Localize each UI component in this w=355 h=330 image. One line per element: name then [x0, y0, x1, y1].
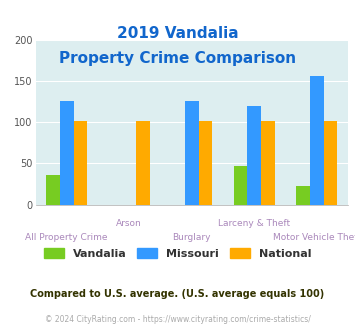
- Text: Burglary: Burglary: [173, 233, 211, 242]
- Bar: [185, 101, 198, 205]
- Text: Property Crime Comparison: Property Crime Comparison: [59, 51, 296, 66]
- Bar: [73, 121, 87, 205]
- Bar: [46, 175, 60, 205]
- Bar: [247, 106, 261, 205]
- Text: Compared to U.S. average. (U.S. average equals 100): Compared to U.S. average. (U.S. average …: [31, 289, 324, 299]
- Bar: [323, 121, 337, 205]
- Bar: [136, 121, 150, 205]
- Bar: [310, 76, 323, 205]
- Bar: [261, 121, 275, 205]
- Bar: [296, 185, 310, 205]
- Bar: [60, 102, 73, 205]
- Legend: Vandalia, Missouri, National: Vandalia, Missouri, National: [39, 244, 316, 263]
- Text: Arson: Arson: [116, 219, 142, 228]
- Bar: [234, 166, 247, 205]
- Text: 2019 Vandalia: 2019 Vandalia: [117, 26, 238, 41]
- Text: All Property Crime: All Property Crime: [26, 233, 108, 242]
- Text: © 2024 CityRating.com - https://www.cityrating.com/crime-statistics/: © 2024 CityRating.com - https://www.city…: [45, 315, 310, 324]
- Bar: [198, 121, 212, 205]
- Text: Motor Vehicle Theft: Motor Vehicle Theft: [273, 233, 355, 242]
- Text: Larceny & Theft: Larceny & Theft: [218, 219, 290, 228]
